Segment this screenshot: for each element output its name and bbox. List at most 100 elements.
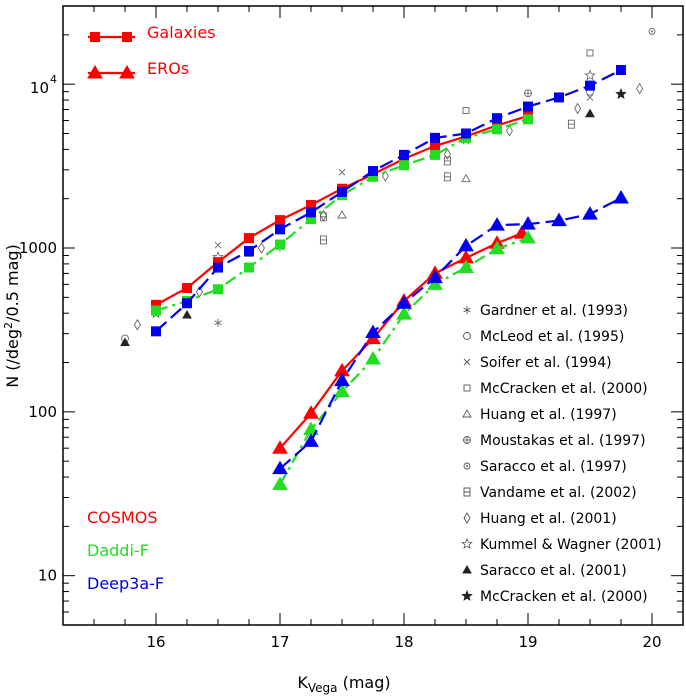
- square-marker: [306, 207, 316, 218]
- square-marker: [399, 160, 409, 171]
- legend-marker: [462, 564, 472, 574]
- data-point: [368, 166, 378, 177]
- data-point: [492, 113, 502, 124]
- diamond-marker: [463, 512, 471, 524]
- legend-label: Kummel & Wagner (2001): [480, 537, 662, 553]
- literature-legend-entry: Huang et al. (1997): [462, 407, 617, 423]
- square-marker: [337, 186, 347, 197]
- literature-point: [381, 170, 389, 182]
- data-point: [396, 295, 412, 309]
- literature-point: [586, 49, 594, 57]
- diamond-marker: [574, 102, 582, 115]
- literature-point: [133, 318, 141, 331]
- x-tick-label: 19: [518, 633, 537, 651]
- y-axis-title: N (/deg2/0.5 mag): [2, 244, 22, 388]
- literature-point: [584, 69, 596, 81]
- square-marker: [244, 233, 254, 244]
- triangle-marker: [489, 240, 505, 255]
- square-marker: [151, 305, 161, 316]
- square-marker: [275, 224, 285, 235]
- legend-label: McLeod et al. (1995): [480, 329, 624, 345]
- cross-arm: [586, 94, 594, 101]
- triangle-marker: [585, 108, 595, 118]
- literature-legend-entry: Saracco et al. (1997): [463, 459, 627, 475]
- series-line: [279, 197, 622, 470]
- y-tick-label: 1000: [19, 239, 57, 257]
- star-marker: [461, 537, 473, 549]
- cross-arm: [338, 168, 346, 176]
- data-point: [275, 224, 285, 235]
- legend-marker: [463, 332, 471, 340]
- data-point: [337, 186, 347, 197]
- literature-point: [567, 119, 575, 129]
- cross-arm: [463, 358, 471, 366]
- legend-layer: Galaxies EROs COSMOS Daddi-F Deep3a-F Gardner…: [87, 23, 662, 605]
- data-point: [334, 383, 350, 398]
- triangle-marker: [272, 440, 288, 454]
- literature-point: [574, 102, 582, 115]
- data-point: [399, 149, 409, 160]
- square-marker: [213, 284, 223, 295]
- legend-label: Vandame et al. (2002): [480, 485, 637, 501]
- key-entry: EROs: [87, 59, 189, 79]
- diamond-marker: [505, 124, 513, 137]
- series-line: [155, 69, 622, 333]
- data-point: [275, 215, 285, 226]
- triangle-marker: [551, 212, 567, 227]
- square-marker: [616, 65, 626, 76]
- data-point: [182, 298, 192, 309]
- square-marker: [182, 283, 192, 294]
- square-marker: [492, 124, 502, 135]
- triangle-marker: [365, 324, 381, 338]
- data-point: [489, 217, 505, 231]
- legend-label: Soifer et al. (1994): [480, 355, 612, 371]
- diamond-marker: [257, 242, 265, 254]
- triangle-marker: [272, 460, 288, 475]
- notched-square-marker: [463, 487, 471, 497]
- legend-marker: [463, 358, 471, 366]
- data-point: [616, 65, 626, 76]
- circle-center: [651, 30, 653, 33]
- triangle-marker: [365, 351, 381, 365]
- literature-legend-entry: Kummel & Wagner (2001): [461, 537, 662, 553]
- y-tick-label: 100: [28, 403, 57, 421]
- data-point: [520, 230, 536, 244]
- triangle-marker: [613, 189, 629, 204]
- triangle-marker: [462, 409, 472, 418]
- legend-label: McCracken et al. (2000): [480, 589, 648, 605]
- key-marker: [119, 65, 135, 79]
- data-point: [458, 259, 474, 274]
- triangle-marker: [337, 210, 347, 219]
- square-marker: [554, 92, 564, 103]
- data-point: [430, 149, 440, 160]
- literature-legend-entry: Gardner et al. (1993): [463, 303, 628, 319]
- series-layer: [151, 65, 629, 491]
- key-label: EROs: [147, 59, 189, 78]
- legend-marker: [463, 436, 471, 444]
- data-point: [213, 284, 223, 295]
- diamond-marker: [195, 285, 203, 298]
- cross-arm: [214, 241, 222, 249]
- data-point: [151, 326, 161, 337]
- triangle-marker: [119, 65, 135, 79]
- x-tick-label: 17: [270, 633, 289, 651]
- literature-point: [214, 318, 222, 327]
- square-marker: [492, 113, 502, 124]
- legend-label: Saracco et al. (1997): [480, 459, 627, 475]
- square-marker: [586, 49, 594, 57]
- data-point: [244, 233, 254, 244]
- y-tick-label: 10: [38, 567, 57, 585]
- triangle-marker: [427, 276, 443, 290]
- triangle-marker: [520, 230, 536, 244]
- diamond-marker: [443, 148, 451, 160]
- data-point: [275, 239, 285, 250]
- axis-labels-layer: KVega (mag) N (/deg2/0.5 mag): [2, 244, 391, 695]
- data-point: [306, 207, 316, 218]
- square-marker: [462, 107, 470, 115]
- literature-point: [120, 337, 130, 347]
- legend-marker: [463, 487, 471, 497]
- data-point: [399, 160, 409, 171]
- triangle-marker: [462, 564, 472, 574]
- diamond-marker: [319, 209, 327, 222]
- data-point: [458, 237, 474, 252]
